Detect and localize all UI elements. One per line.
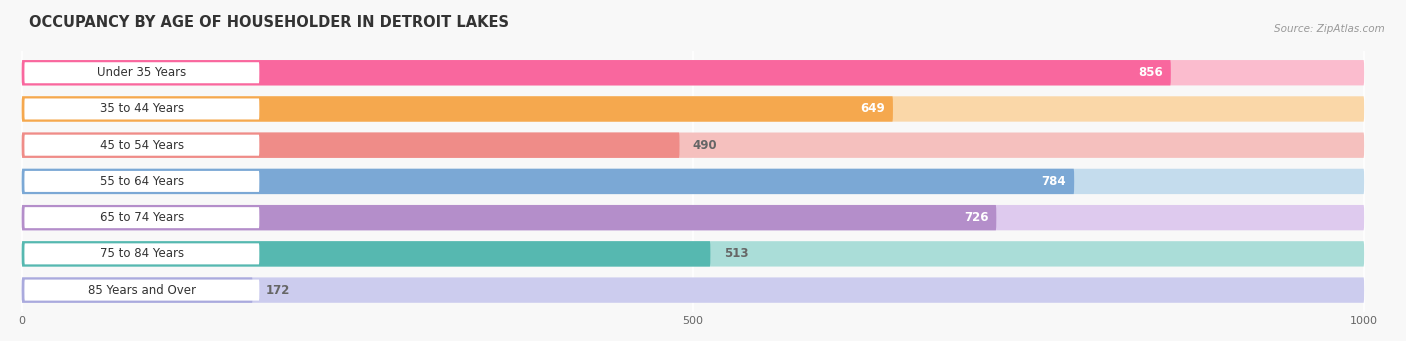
FancyBboxPatch shape (21, 96, 1364, 122)
Text: 649: 649 (860, 102, 884, 116)
FancyBboxPatch shape (21, 133, 679, 158)
FancyBboxPatch shape (21, 133, 1364, 158)
FancyBboxPatch shape (24, 62, 259, 83)
Text: 726: 726 (963, 211, 988, 224)
Text: 55 to 64 Years: 55 to 64 Years (100, 175, 184, 188)
FancyBboxPatch shape (21, 241, 1364, 267)
Text: 75 to 84 Years: 75 to 84 Years (100, 247, 184, 261)
Text: 784: 784 (1042, 175, 1066, 188)
Text: Source: ZipAtlas.com: Source: ZipAtlas.com (1274, 24, 1385, 34)
FancyBboxPatch shape (21, 169, 1074, 194)
FancyBboxPatch shape (24, 243, 259, 264)
FancyBboxPatch shape (24, 207, 259, 228)
Text: 490: 490 (693, 139, 717, 152)
FancyBboxPatch shape (21, 278, 253, 303)
FancyBboxPatch shape (24, 135, 259, 156)
Text: 513: 513 (724, 247, 748, 261)
FancyBboxPatch shape (21, 60, 1171, 85)
FancyBboxPatch shape (24, 280, 259, 301)
FancyBboxPatch shape (21, 169, 1364, 194)
FancyBboxPatch shape (21, 241, 710, 267)
Text: 45 to 54 Years: 45 to 54 Years (100, 139, 184, 152)
Text: 35 to 44 Years: 35 to 44 Years (100, 102, 184, 116)
FancyBboxPatch shape (21, 60, 1364, 85)
FancyBboxPatch shape (24, 99, 259, 119)
FancyBboxPatch shape (21, 278, 1364, 303)
FancyBboxPatch shape (21, 205, 997, 230)
Text: 85 Years and Over: 85 Years and Over (87, 284, 195, 297)
Text: OCCUPANCY BY AGE OF HOUSEHOLDER IN DETROIT LAKES: OCCUPANCY BY AGE OF HOUSEHOLDER IN DETRO… (28, 15, 509, 30)
FancyBboxPatch shape (21, 205, 1364, 230)
FancyBboxPatch shape (24, 171, 259, 192)
Text: 172: 172 (266, 284, 291, 297)
Text: 856: 856 (1137, 66, 1163, 79)
FancyBboxPatch shape (21, 96, 893, 122)
Text: 65 to 74 Years: 65 to 74 Years (100, 211, 184, 224)
Text: Under 35 Years: Under 35 Years (97, 66, 187, 79)
